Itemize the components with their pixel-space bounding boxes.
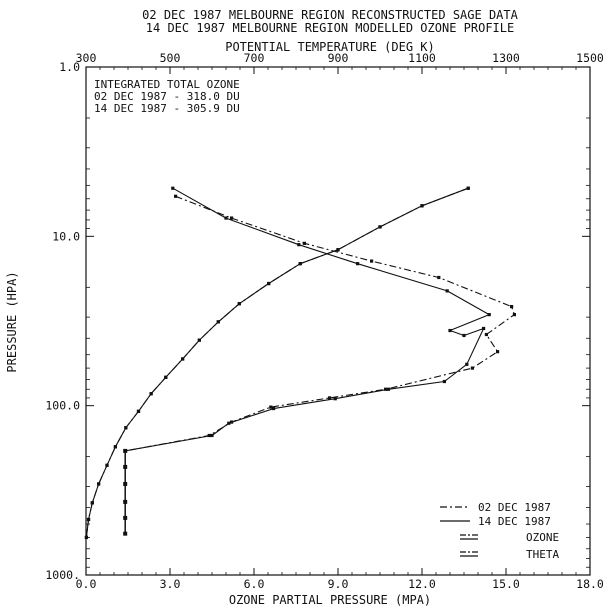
series-point-ozone bbox=[333, 397, 337, 401]
series-point-ozone bbox=[224, 216, 228, 220]
series-point-theta bbox=[237, 302, 241, 306]
surface-ozone-point bbox=[123, 481, 128, 486]
series-line-theta bbox=[85, 187, 469, 538]
surface-ozone-point bbox=[123, 531, 128, 536]
legend-label: 14 DEC 1987 bbox=[478, 515, 551, 528]
x2-tick-label: 700 bbox=[244, 51, 265, 65]
series-point-theta bbox=[216, 320, 220, 324]
series-point-ozone bbox=[269, 405, 273, 409]
series-point-theta bbox=[378, 225, 382, 229]
series-point-theta bbox=[136, 409, 141, 413]
series-point-theta bbox=[181, 357, 185, 361]
series-line-theta bbox=[85, 187, 469, 538]
surface-ozone-point bbox=[123, 515, 128, 520]
series-line-ozone bbox=[125, 187, 490, 452]
series-point-theta bbox=[267, 281, 271, 286]
series-point-theta bbox=[113, 445, 117, 449]
x-tick-label: 6.0 bbox=[244, 577, 265, 591]
series-point-ozone bbox=[328, 396, 332, 400]
x-tick-label: 3.0 bbox=[160, 577, 181, 591]
x2-tick-label: 300 bbox=[76, 51, 97, 65]
series-point-theta bbox=[105, 463, 109, 467]
series-point-theta bbox=[466, 186, 470, 190]
annotation-line: 14 DEC 1987 - 305.9 DU bbox=[94, 102, 240, 115]
x-tick-label: 0.0 bbox=[76, 577, 97, 591]
x2-tick-label: 900 bbox=[328, 51, 349, 65]
plot-area: 0.0 3.0 6.0 9.0 12.0 15.0 18.0 300 500 700 900 1100… bbox=[45, 51, 604, 591]
series-point-theta bbox=[197, 338, 201, 342]
series-point-ozone bbox=[482, 326, 486, 331]
y-axis-label: PRESSURE (HPA) bbox=[5, 271, 19, 372]
series-line-ozone bbox=[125, 195, 515, 452]
legend-label: THETA bbox=[526, 548, 559, 561]
series-point-ozone bbox=[437, 275, 441, 280]
plot-frame bbox=[85, 66, 591, 576]
legend-label: 02 DEC 1987 bbox=[478, 501, 551, 514]
series-point-ozone bbox=[470, 366, 474, 370]
series-point-ozone bbox=[297, 243, 301, 247]
top-axis-label: POTENTIAL TEMPERATURE (DEG K) bbox=[225, 40, 435, 54]
x2-tick-label: 1100 bbox=[408, 51, 436, 65]
series-point-theta bbox=[298, 262, 302, 266]
series-point-ozone bbox=[465, 362, 469, 366]
series-point-theta bbox=[90, 501, 94, 505]
series-point-ozone bbox=[230, 216, 234, 220]
series-point-ozone bbox=[302, 241, 306, 245]
y-tick-label: 1000. bbox=[45, 568, 80, 582]
series-point-ozone bbox=[386, 387, 390, 391]
series-point-ozone bbox=[448, 328, 452, 333]
series-point-ozone bbox=[487, 313, 491, 317]
bottom-axis-label: OZONE PARTIAL PRESSURE (MPA) bbox=[229, 593, 431, 607]
series-point-ozone bbox=[496, 350, 500, 354]
series-point-theta bbox=[97, 482, 101, 486]
series-point-ozone bbox=[356, 262, 360, 266]
series-point-theta bbox=[124, 426, 128, 430]
surface-ozone-point bbox=[123, 448, 128, 453]
x-tick-label: 12.0 bbox=[408, 577, 436, 591]
legend-label: OZONE bbox=[526, 531, 559, 544]
x-tick-label: 15.0 bbox=[492, 577, 520, 591]
series-point-theta bbox=[86, 517, 91, 522]
y-tick-label: 1.0 bbox=[59, 60, 80, 74]
annotation-title: INTEGRATED TOTAL OZONE bbox=[94, 78, 240, 91]
y-tick-label: 100.0 bbox=[45, 399, 80, 413]
annotation-block: INTEGRATED TOTAL OZONE 02 DEC 1987 - 318… bbox=[94, 78, 240, 115]
series-point-ozone bbox=[210, 433, 214, 438]
x-tick-label: 18.0 bbox=[576, 577, 604, 591]
series-point-ozone bbox=[227, 421, 231, 425]
legend: 02 DEC 1987 14 DEC 1987 OZONE THETA bbox=[440, 501, 559, 561]
series-point-ozone bbox=[171, 186, 175, 190]
series-point-theta bbox=[420, 204, 424, 208]
series-point-ozone bbox=[512, 313, 516, 317]
series-point-theta bbox=[164, 375, 168, 379]
x2-tick-label: 500 bbox=[160, 51, 181, 65]
series-point-ozone bbox=[445, 289, 449, 293]
chart-title: 02 DEC 1987 MELBOURNE REGION RECONSTRUCT… bbox=[142, 8, 518, 22]
y-tick-label: 10.0 bbox=[52, 229, 80, 243]
series-point-ozone bbox=[462, 333, 466, 338]
series-point-ozone bbox=[510, 305, 514, 309]
annotation-line: 02 DEC 1987 - 318.0 DU bbox=[94, 90, 240, 103]
series-point-theta bbox=[84, 535, 89, 540]
series-point-ozone bbox=[484, 332, 488, 337]
x-tick-label: 9.0 bbox=[328, 577, 349, 591]
series-point-theta bbox=[336, 248, 340, 252]
series-point-ozone bbox=[272, 406, 276, 411]
surface-ozone-point bbox=[123, 464, 128, 469]
x2-tick-label: 1300 bbox=[492, 51, 520, 65]
series-point-ozone bbox=[174, 194, 178, 198]
chart-subtitle: 14 DEC 1987 MELBOURNE REGION MODELLED OZ… bbox=[146, 21, 514, 35]
series-point-ozone bbox=[370, 259, 374, 263]
series-point-ozone bbox=[442, 379, 446, 384]
series-point-theta bbox=[149, 392, 153, 396]
surface-ozone-point bbox=[123, 499, 128, 504]
x2-tick-label: 1500 bbox=[576, 51, 604, 65]
